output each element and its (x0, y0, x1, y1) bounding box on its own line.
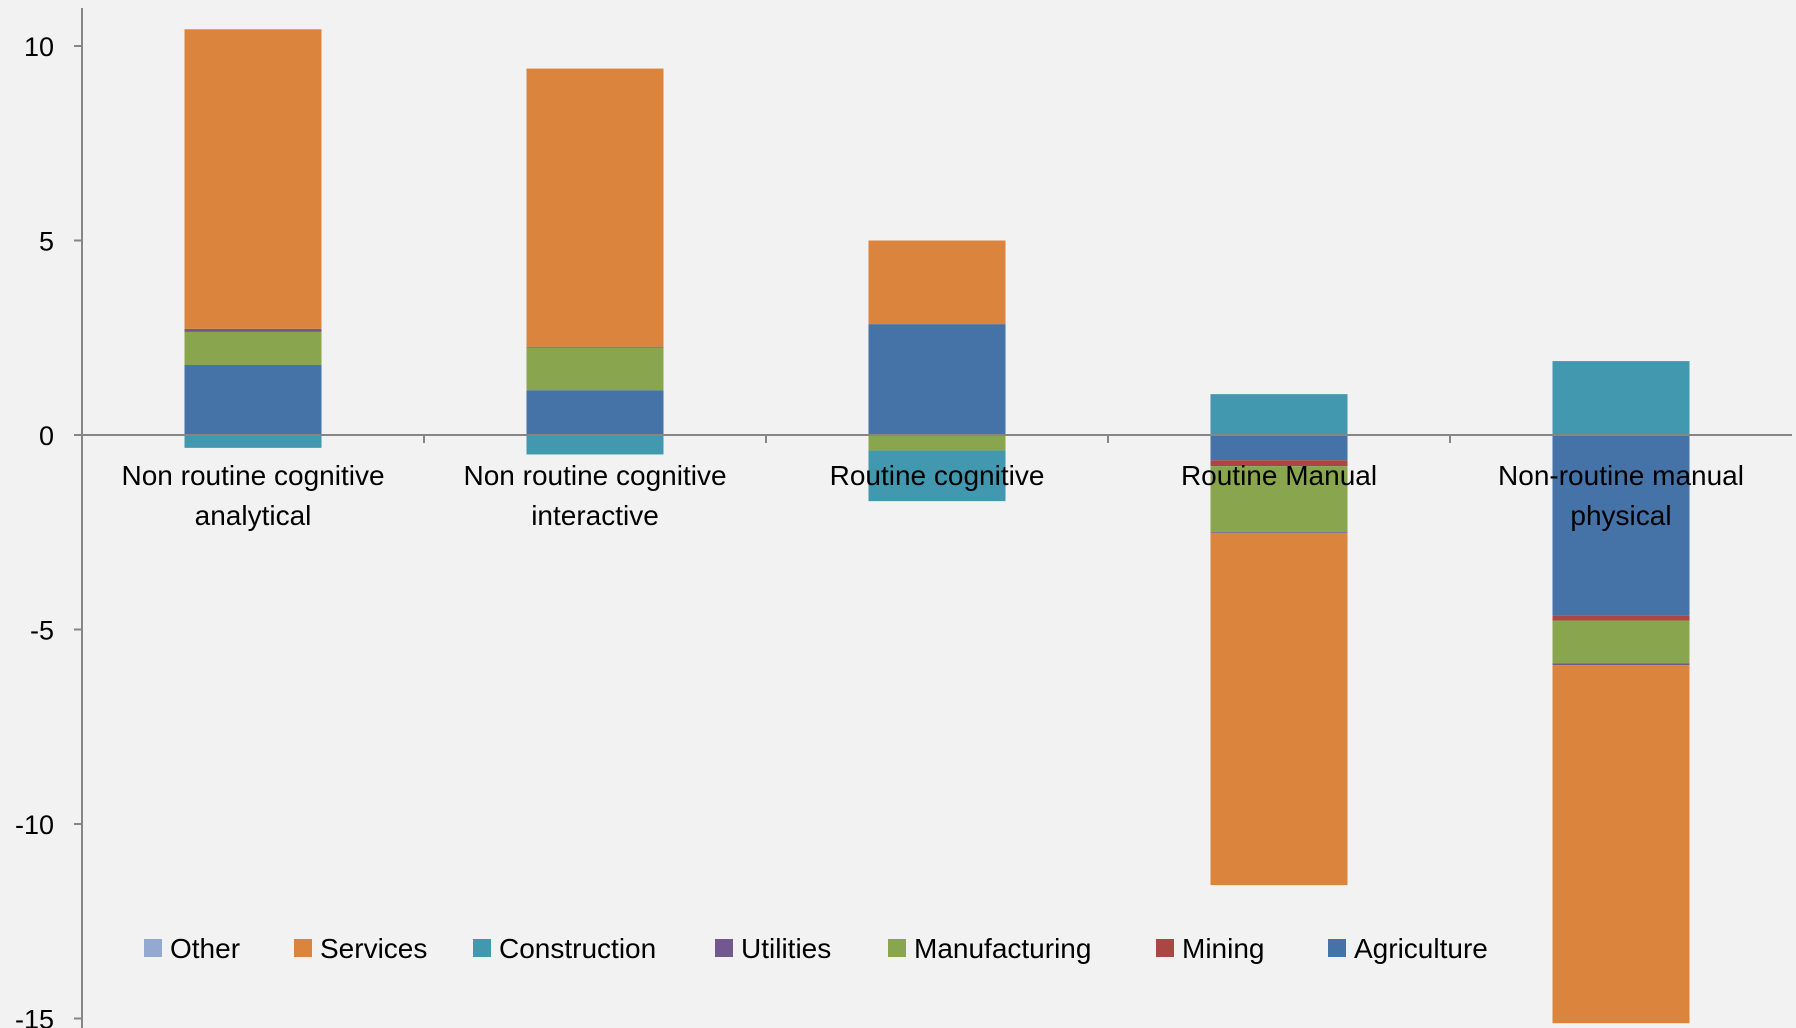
category-label: Non routine cognitive analytical (121, 460, 384, 531)
bar-segment-agriculture-2 (526, 390, 664, 435)
legend-item-mining: Mining (1156, 933, 1264, 964)
bar-segment-manufacturing-1 (184, 331, 322, 365)
labels-layer: 10 5 0 -5 -10 -15 Non routine cognitive analyti… (15, 32, 1744, 1028)
bar-segment-manufacturing-2 (526, 347, 664, 391)
bar-segment-services-2 (526, 68, 664, 347)
bar-segment-manufacturing-4 (1210, 466, 1348, 533)
y-tick-label: -5 (30, 616, 54, 646)
bar-segment-manufacturing-5 (1552, 620, 1690, 664)
bar-segment-manufacturing-3 (868, 435, 1006, 451)
bar-segment-utilities-5 (1552, 663, 1690, 666)
category-label: Routine cognitive (830, 460, 1045, 491)
legend-item-other: Other (144, 933, 240, 964)
bar-segment-construction-5 (1552, 361, 1690, 435)
legend: Other Services Construction Utilities Manufa… (144, 933, 1488, 964)
bar-segment-construction-2 (526, 435, 664, 455)
legend-swatch (888, 939, 906, 957)
legend-label: Manufacturing (914, 933, 1091, 964)
legend-label: Other (170, 933, 240, 964)
y-tick-label: 5 (39, 227, 54, 257)
bar-segment-construction-1 (184, 435, 322, 448)
y-tick-label: -10 (15, 810, 54, 840)
legend-item-manufacturing: Manufacturing (888, 933, 1091, 964)
legend-label: Services (320, 933, 427, 964)
bar-segment-construction-3 (868, 450, 1006, 502)
legend-swatch (1328, 939, 1346, 957)
legend-item-construction: Construction (473, 933, 656, 964)
category-label: Routine Manual (1181, 460, 1377, 491)
y-tick-label: 10 (24, 32, 54, 62)
bar-segment-agriculture-5 (1552, 435, 1690, 616)
category-label: Non routine cognitive interactive (463, 460, 726, 531)
bar-segment-mining-4 (1210, 460, 1348, 467)
bar-segment-services-4 (1210, 533, 1348, 886)
bar-segment-agriculture-4 (1210, 435, 1348, 461)
legend-swatch (473, 939, 491, 957)
category-label: Non-routine manual physical (1498, 460, 1744, 531)
bar-segment-construction-4 (1210, 394, 1348, 435)
legend-swatch (144, 939, 162, 957)
bar-segment-utilities-1 (184, 328, 322, 332)
bar-segment-mining-5 (1552, 615, 1690, 621)
bar-segment-utilities-4 (1210, 532, 1348, 534)
legend-swatch (715, 939, 733, 957)
legend-label: Construction (499, 933, 656, 964)
legend-label: Mining (1182, 933, 1264, 964)
bar-segment-agriculture-3 (868, 324, 1006, 435)
axes-layer (74, 8, 1792, 1028)
legend-swatch (294, 939, 312, 957)
legend-label: Utilities (741, 933, 831, 964)
legend-item-utilities: Utilities (715, 933, 831, 964)
y-tick-label: -15 (15, 1005, 54, 1028)
legend-item-services: Services (294, 933, 427, 964)
y-tick-label: 0 (39, 421, 54, 451)
legend-swatch (1156, 939, 1174, 957)
legend-label: Agriculture (1354, 933, 1488, 964)
bar-segment-services-3 (868, 240, 1006, 325)
bars-layer (184, 29, 1690, 1024)
bar-segment-agriculture-1 (184, 364, 322, 435)
bar-segment-services-5 (1552, 665, 1690, 1024)
bar-segment-services-1 (184, 29, 322, 329)
bar-segment-utilities-2 (526, 346, 664, 348)
legend-item-agriculture: Agriculture (1328, 933, 1488, 964)
